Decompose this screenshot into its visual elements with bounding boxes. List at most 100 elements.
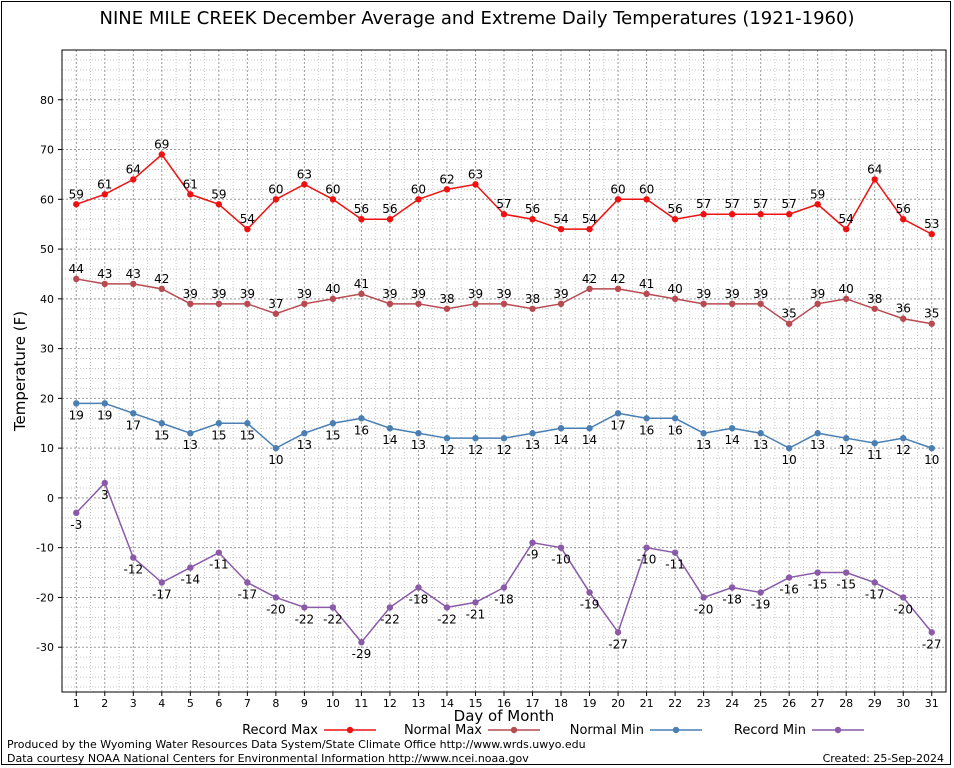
legend-label-record-max: Record Max	[242, 723, 318, 738]
data-point-normal-min	[671, 415, 679, 422]
data-point-record-min	[671, 549, 679, 556]
data-point-normal-min	[728, 425, 736, 432]
data-point-record-max	[814, 201, 821, 208]
data-label-record-max: 56	[896, 202, 911, 216]
data-label-normal-min: 15	[154, 428, 169, 442]
data-point-record-min	[472, 599, 479, 606]
data-label-normal-max: 35	[924, 307, 939, 321]
data-point-record-min	[244, 579, 251, 586]
legend-label-record-min: Record Min	[734, 723, 806, 738]
x-tick-label: 4	[158, 697, 165, 710]
y-tick-label: -20	[36, 591, 54, 604]
footer-producer: Produced by the Wyoming Water Resources …	[7, 738, 586, 751]
data-label-record-min: -10	[637, 553, 657, 567]
data-label-normal-min: 14	[382, 433, 397, 447]
data-point-record-max	[415, 196, 422, 203]
data-point-normal-max	[500, 300, 508, 308]
data-label-normal-max: 43	[126, 267, 141, 281]
data-point-record-max	[643, 196, 650, 203]
data-point-record-min	[643, 544, 650, 551]
data-point-normal-max	[643, 290, 650, 298]
data-point-normal-max	[700, 300, 707, 308]
data-point-record-min	[557, 544, 565, 551]
x-tick-label: 8	[272, 697, 279, 710]
x-tick-label: 5	[187, 697, 194, 710]
data-label-record-min: -15	[808, 578, 828, 592]
data-label-normal-min: 13	[753, 438, 768, 452]
data-label-record-max: 60	[268, 182, 283, 196]
legend-label-normal-max: Normal Max	[404, 723, 482, 738]
data-point-record-max	[842, 225, 850, 233]
data-label-normal-min: 11	[867, 448, 882, 462]
y-tick-label: 30	[40, 343, 54, 356]
data-label-record-max: 53	[924, 217, 939, 231]
data-label-normal-max: 39	[553, 287, 568, 301]
data-label-normal-min: 17	[126, 418, 141, 432]
data-point-normal-max	[557, 300, 565, 308]
data-point-normal-min	[757, 430, 764, 437]
data-label-record-min: -11	[665, 558, 685, 572]
data-point-normal-min	[472, 434, 479, 442]
data-label-normal-min: 16	[667, 423, 682, 437]
x-tick-label: 3	[130, 697, 137, 710]
data-label-normal-max: 38	[867, 292, 882, 306]
data-label-record-min: -20	[694, 602, 714, 616]
x-tick-label: 29	[868, 697, 882, 710]
data-point-record-min	[415, 584, 422, 591]
x-tick-label: 26	[782, 697, 796, 710]
data-label-record-max: 60	[639, 182, 654, 196]
data-point-normal-max	[329, 295, 337, 303]
data-point-normal-min	[301, 430, 308, 437]
data-point-record-min	[785, 574, 793, 581]
data-point-record-max	[757, 211, 764, 218]
data-point-record-min	[443, 604, 451, 611]
data-label-record-max: 54	[582, 212, 597, 226]
data-point-normal-max	[842, 295, 850, 303]
data-label-normal-min: 17	[610, 418, 625, 432]
data-label-normal-min: 14	[724, 433, 739, 447]
data-label-normal-max: 36	[896, 302, 911, 316]
data-point-normal-max	[443, 305, 451, 312]
data-point-record-min	[215, 549, 223, 556]
x-tick-label: 27	[811, 697, 825, 710]
data-point-record-max	[900, 216, 907, 223]
data-label-record-min: -19	[580, 597, 600, 611]
data-point-normal-min	[785, 444, 793, 452]
data-label-record-max: 54	[839, 212, 854, 226]
y-tick-label: 10	[40, 442, 54, 455]
y-tick-label: 60	[40, 193, 54, 206]
data-point-normal-min	[130, 410, 137, 417]
data-label-normal-min: 12	[468, 443, 483, 457]
data-point-record-min	[301, 604, 308, 611]
data-label-record-min: -22	[323, 612, 343, 626]
data-point-normal-min	[329, 420, 337, 427]
data-label-record-max: 57	[782, 197, 797, 211]
data-label-record-min: -20	[266, 602, 286, 616]
y-axis-label: Temperature (F)	[11, 311, 29, 432]
data-label-normal-min: 12	[896, 443, 911, 457]
data-label-normal-min: 14	[582, 433, 597, 447]
data-label-normal-min: 10	[268, 453, 283, 467]
data-label-record-max: 60	[411, 182, 426, 196]
data-point-normal-min	[443, 434, 451, 442]
legend-marker-normal-min	[672, 726, 680, 734]
data-point-record-min	[871, 579, 878, 586]
data-label-normal-max: 37	[268, 297, 283, 311]
data-label-normal-min: 16	[639, 423, 654, 437]
x-tick-label: 15	[468, 697, 482, 710]
data-point-normal-min	[415, 430, 422, 437]
data-point-record-min	[728, 584, 736, 591]
data-point-normal-max	[101, 280, 108, 288]
data-point-normal-max	[529, 305, 536, 312]
legend: Record Max Normal Max Normal Min Record Min	[242, 723, 864, 738]
data-label-record-min: -14	[181, 573, 201, 587]
data-point-record-max	[614, 196, 622, 203]
x-tick-label: 23	[697, 697, 711, 710]
data-label-record-max: 59	[211, 187, 226, 201]
x-tick-label: 19	[583, 697, 597, 710]
x-tick-label: 14	[440, 697, 454, 710]
data-point-normal-min	[529, 430, 536, 437]
data-label-normal-max: 39	[411, 287, 426, 301]
data-label-record-max: 60	[610, 182, 625, 196]
